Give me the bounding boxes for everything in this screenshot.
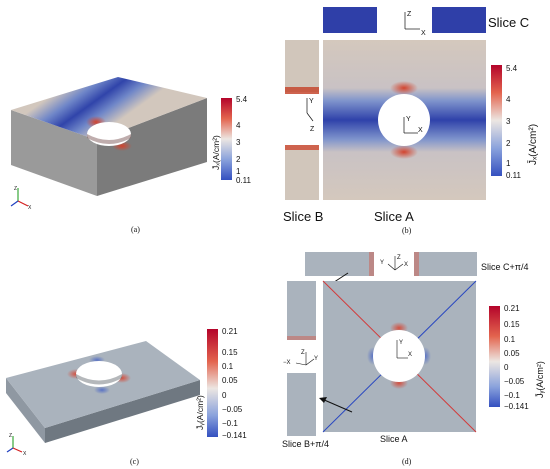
slice-b-top [285, 40, 319, 92]
colorbar-tick: 2 [506, 139, 511, 148]
colorbar-tick: 0 [222, 391, 227, 400]
colorbar [207, 329, 218, 437]
axis-triad-c: Z X [404, 11, 426, 37]
colorbar-tick: 4 [506, 95, 511, 104]
svg-text:X: X [404, 262, 408, 268]
svg-text:Y: Y [314, 356, 318, 362]
colorbar-min: −0.141 [222, 431, 247, 440]
hole-wall [87, 134, 131, 144]
colorbar [491, 65, 502, 176]
slice-a-hole [373, 330, 425, 382]
colorbar-tick: 4 [236, 121, 241, 130]
svg-text:Y: Y [309, 98, 314, 105]
slice-c-right [414, 252, 477, 276]
caption-b: (b) [402, 226, 412, 235]
svg-text:X: X [408, 352, 412, 358]
colorbar-max: 0.21 [504, 304, 520, 313]
colorbar-tick: 1 [506, 159, 511, 168]
panel-a: Z X 5.4 4 3 2 1 0.11 J̄ₓ(A/cm²) (a) [10, 77, 252, 234]
colorbar-tick: 0.1 [504, 335, 516, 344]
svg-text:Y: Y [380, 260, 384, 266]
slice-c-left [305, 252, 374, 276]
caption-a: (a) [131, 225, 140, 234]
colorbar-label: J̄ₓ(A/cm²) [526, 124, 539, 165]
colorbar-label: J̄ᵧ(A/cm²) [195, 395, 205, 430]
colorbar [489, 306, 500, 407]
axis-triad-b: Z −X Y [283, 350, 318, 366]
caption-c: (c) [130, 457, 139, 466]
svg-text:X: X [28, 205, 32, 211]
slice-a-label: Slice A [380, 434, 408, 444]
svg-text:Z: Z [397, 255, 401, 261]
slice-b-label: Slice B+π/4 [282, 439, 329, 449]
axis-triad-a: Y X [396, 340, 412, 359]
svg-text:Z: Z [301, 350, 305, 356]
svg-text:X: X [23, 451, 27, 457]
plate-side-left [6, 378, 45, 443]
hole-wall [76, 374, 122, 385]
colorbar-tick: −0.1 [504, 391, 520, 400]
svg-text:Y: Y [399, 340, 403, 346]
colorbar [221, 98, 232, 180]
slice-c-left [323, 7, 377, 33]
colorbar-tick: 3 [236, 138, 241, 147]
slice-b-top [287, 281, 316, 340]
colorbar-max: 0.21 [222, 327, 238, 336]
colorbar-tick: 0.15 [504, 320, 520, 329]
colorbar-tick: 0.05 [222, 376, 238, 385]
caption-d: (d) [402, 457, 412, 466]
colorbar-min: 0.11 [236, 176, 252, 185]
svg-text:−X: −X [283, 360, 291, 366]
colorbar-tick: 1 [236, 167, 241, 176]
axis-triad-c: Z Y X [380, 255, 408, 271]
colorbar-tick: −0.05 [222, 405, 243, 414]
colorbar-tick: −0.1 [222, 419, 238, 428]
plate-side-left [11, 110, 97, 196]
slice-c-label: Slice C [488, 15, 529, 30]
svg-text:Y: Y [406, 116, 411, 123]
colorbar-tick: 0.15 [222, 348, 238, 357]
colorbar-min: 0.11 [506, 171, 522, 180]
panel-c: Z X 0.21 0.15 0.1 0.05 0 −0.05 −0.1 −0.1… [6, 327, 247, 466]
svg-text:Z: Z [14, 186, 17, 192]
colorbar-tick: 0.1 [222, 362, 234, 371]
svg-text:Z: Z [310, 126, 315, 133]
svg-text:Z: Z [407, 11, 412, 18]
plate-side-right [45, 380, 200, 443]
colorbar-tick: −0.05 [504, 377, 525, 386]
slice-b-bottom [285, 150, 319, 200]
slice-b-bottom [287, 373, 316, 436]
svg-text:X: X [418, 127, 423, 134]
panel-b: Z X Slice C Y Z Y X Slice B Slice A [283, 7, 539, 235]
colorbar-tick: 0 [504, 363, 509, 372]
panel-d: Z Y X Slice C+π/4 Z −X Y Slice B+π/4 [282, 252, 545, 466]
orientation-triad: Z X [10, 186, 32, 211]
plate-top-face [11, 77, 207, 140]
slice-c-label: Slice C+π/4 [481, 262, 528, 272]
colorbar-tick: 3 [506, 117, 511, 126]
colorbar-tick: 2 [236, 155, 241, 164]
slice-b-label: Slice B [283, 209, 323, 224]
axis-triad-a: Y X [403, 116, 423, 134]
colorbar-label: J̄ᵧ(A/cm²) [535, 361, 545, 398]
colorbar-label: J̄ₓ(A/cm²) [211, 135, 221, 170]
slice-a-label: Slice A [374, 209, 414, 224]
slice-c-right [432, 7, 486, 33]
colorbar-max: 5.4 [236, 95, 248, 104]
orientation-triad: Z X [6, 433, 27, 457]
axis-triad-b: Y Z [306, 98, 315, 133]
colorbar-min: −0.141 [504, 402, 529, 411]
colorbar-max: 5.4 [506, 64, 518, 73]
plate-side-right [97, 98, 207, 196]
colorbar-tick: 0.05 [504, 349, 520, 358]
svg-text:Z: Z [9, 433, 12, 439]
svg-text:X: X [421, 30, 426, 37]
